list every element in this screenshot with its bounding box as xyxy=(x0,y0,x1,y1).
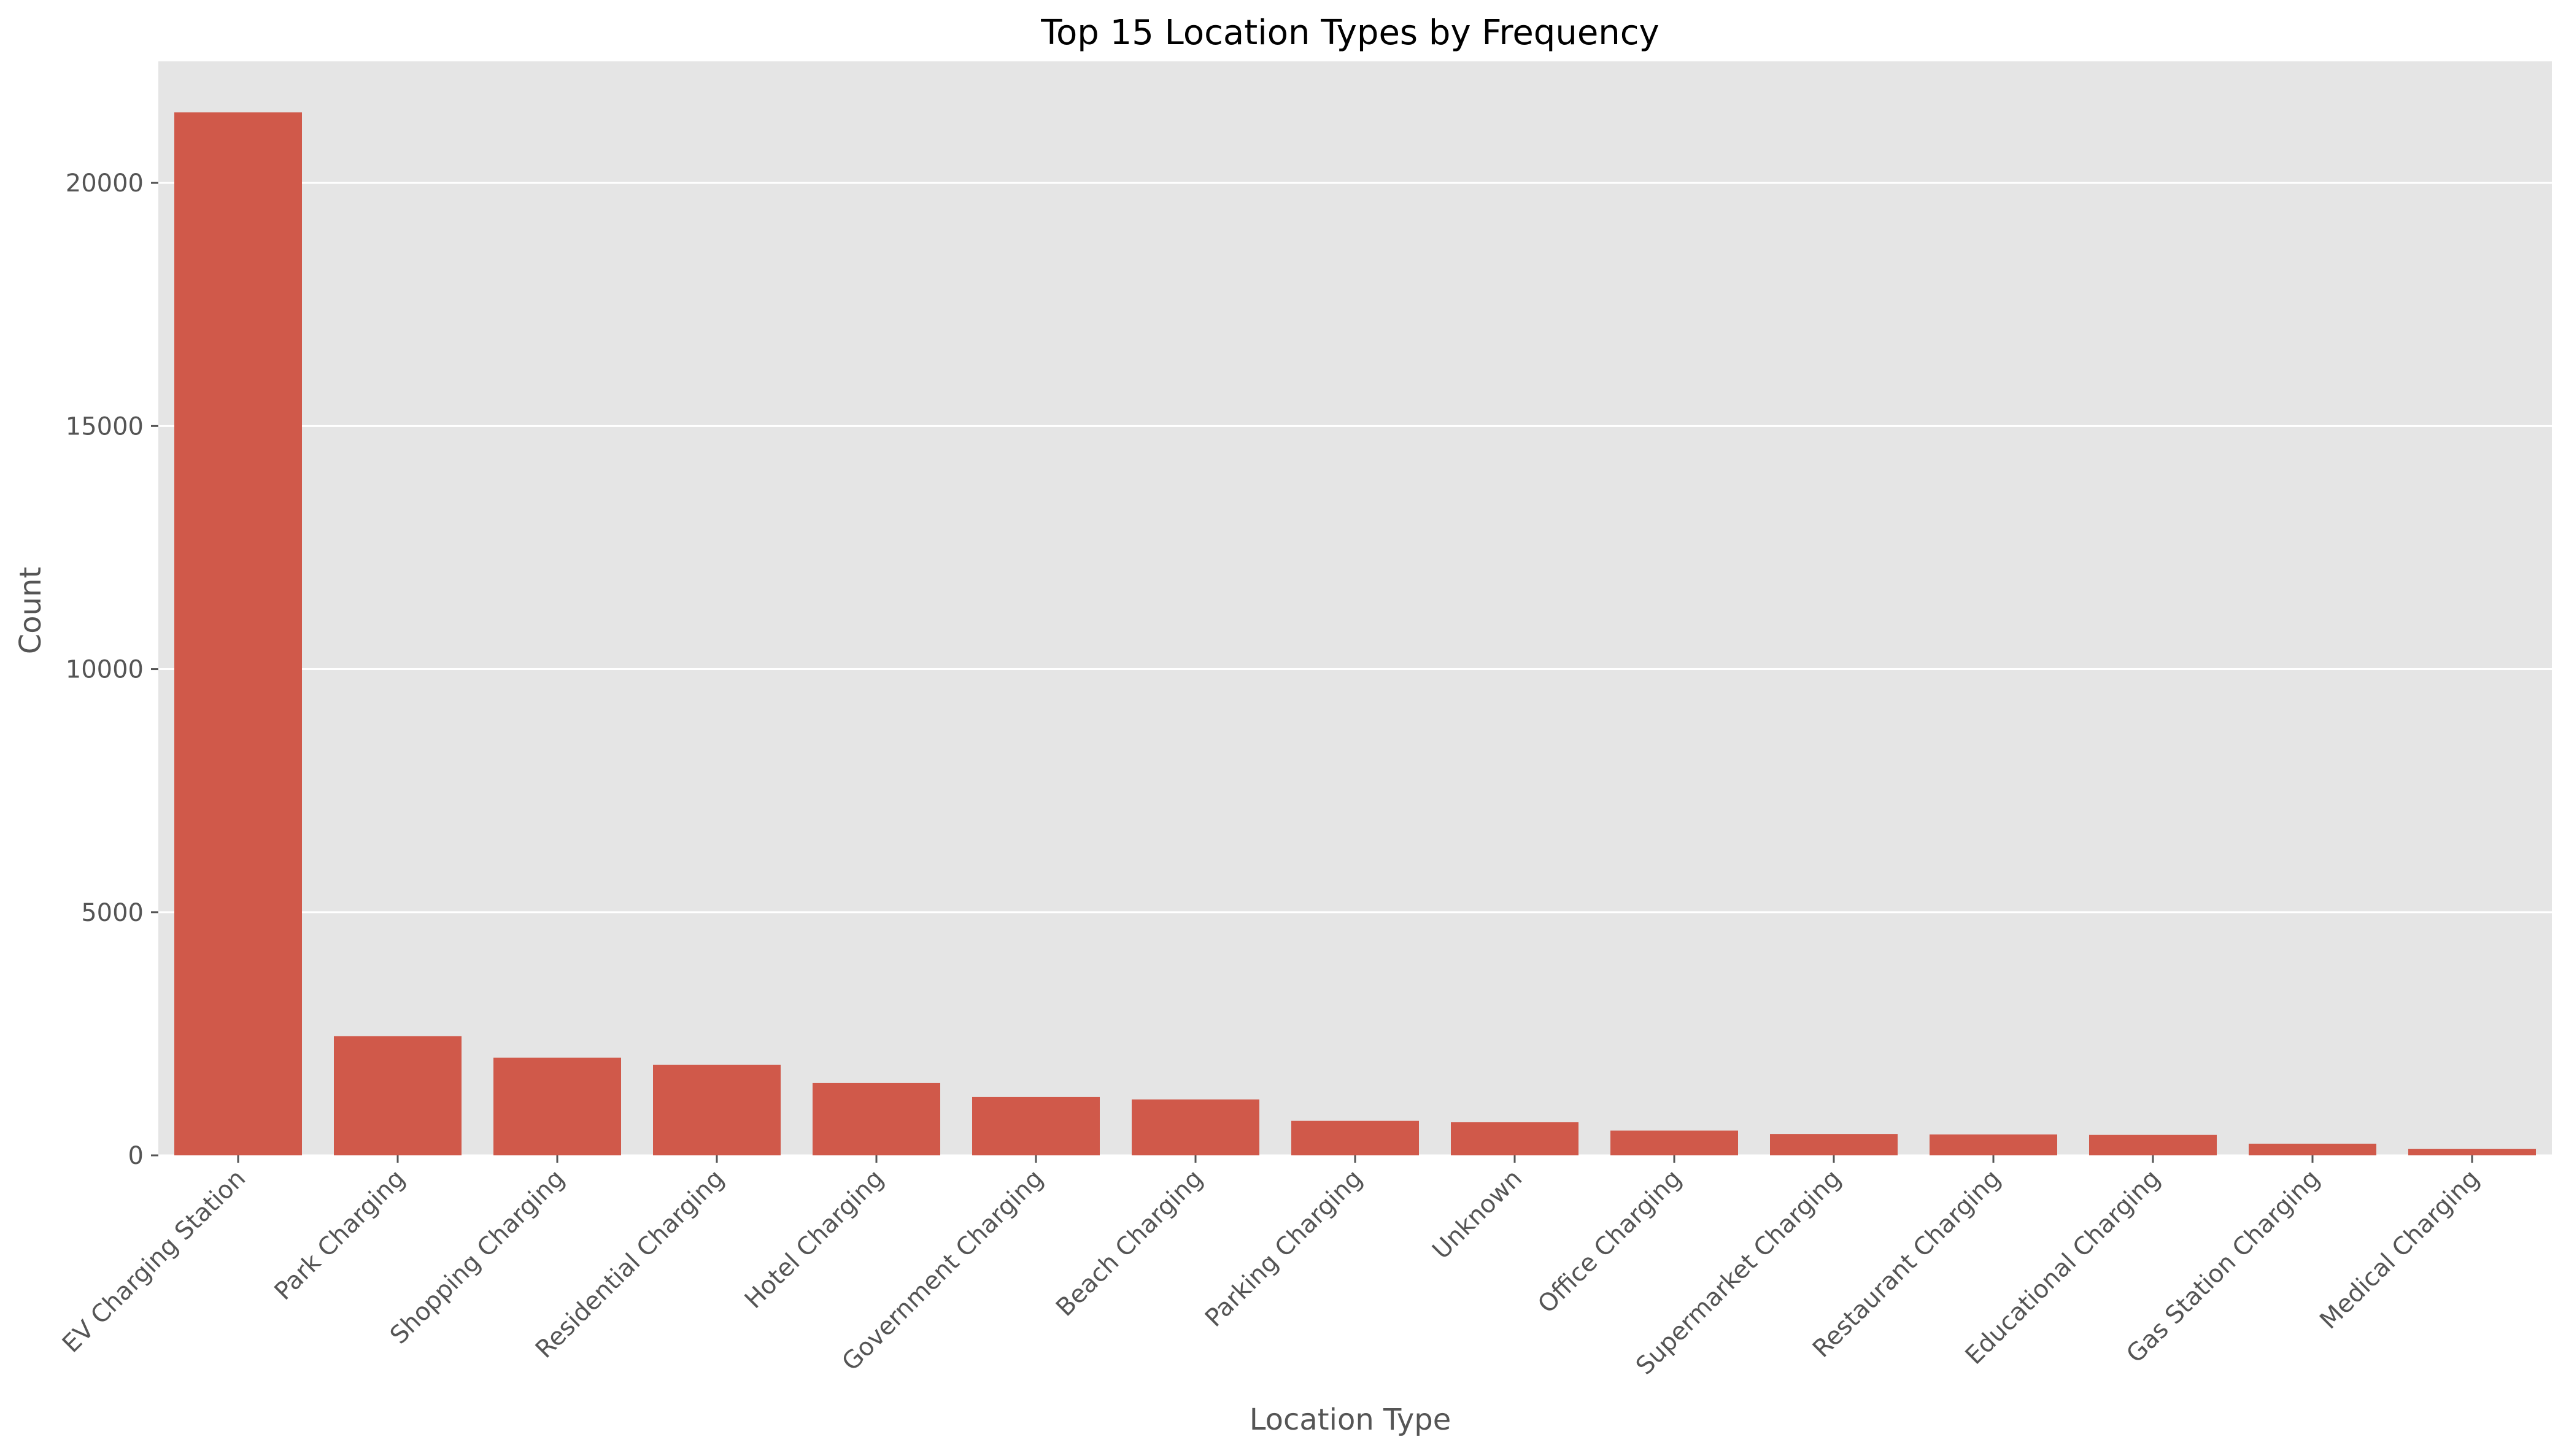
y-tick-label: 10000 xyxy=(66,656,144,684)
bar xyxy=(2408,1149,2536,1155)
y-axis-label: Count xyxy=(14,567,48,655)
plot-area xyxy=(158,61,2552,1155)
bar xyxy=(1930,1134,2057,1155)
y-tick-label: 0 xyxy=(128,1142,144,1170)
y-tick-label: 15000 xyxy=(66,412,144,441)
bar xyxy=(1291,1120,1419,1155)
bar xyxy=(1610,1130,1738,1155)
bar xyxy=(2089,1134,2217,1155)
chart-title: Top 15 Location Types by Frequency xyxy=(1040,13,1659,53)
bar xyxy=(813,1082,940,1155)
y-tick-label: 5000 xyxy=(81,899,144,927)
y-tick-label: 20000 xyxy=(66,169,144,198)
bar xyxy=(334,1036,462,1155)
x-axis-label: Location Type xyxy=(1250,1403,1451,1437)
bar xyxy=(493,1057,621,1155)
bar xyxy=(2249,1143,2376,1155)
bar xyxy=(1770,1134,1898,1155)
bar xyxy=(1132,1099,1259,1155)
bar xyxy=(972,1096,1100,1155)
bars xyxy=(174,112,2536,1155)
bar xyxy=(174,112,302,1155)
bar xyxy=(1451,1122,1578,1155)
y-axis: 0 5000 10000 15000 20000 xyxy=(66,169,158,1170)
bar xyxy=(653,1065,781,1155)
